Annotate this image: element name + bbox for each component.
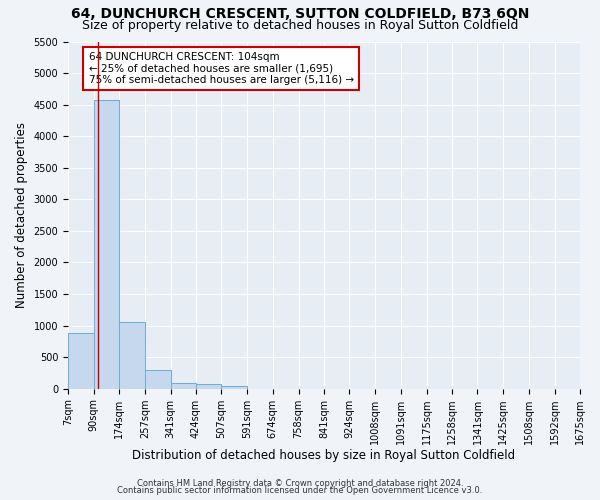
Bar [170, 384, 196, 388]
Bar [68, 333, 94, 388]
Bar [221, 386, 247, 388]
Text: 64, DUNCHURCH CRESCENT, SUTTON COLDFIELD, B73 6QN: 64, DUNCHURCH CRESCENT, SUTTON COLDFIELD… [71, 8, 529, 22]
Text: Contains HM Land Registry data © Crown copyright and database right 2024.: Contains HM Land Registry data © Crown c… [137, 478, 463, 488]
Bar [145, 370, 170, 388]
Text: Size of property relative to detached houses in Royal Sutton Coldfield: Size of property relative to detached ho… [82, 19, 518, 32]
Bar [196, 384, 221, 388]
Bar [119, 322, 145, 388]
Text: 64 DUNCHURCH CRESCENT: 104sqm
← 25% of detached houses are smaller (1,695)
75% o: 64 DUNCHURCH CRESCENT: 104sqm ← 25% of d… [89, 52, 353, 85]
X-axis label: Distribution of detached houses by size in Royal Sutton Coldfield: Distribution of detached houses by size … [133, 450, 515, 462]
Bar [94, 100, 119, 389]
Text: Contains public sector information licensed under the Open Government Licence v3: Contains public sector information licen… [118, 486, 482, 495]
Y-axis label: Number of detached properties: Number of detached properties [15, 122, 28, 308]
